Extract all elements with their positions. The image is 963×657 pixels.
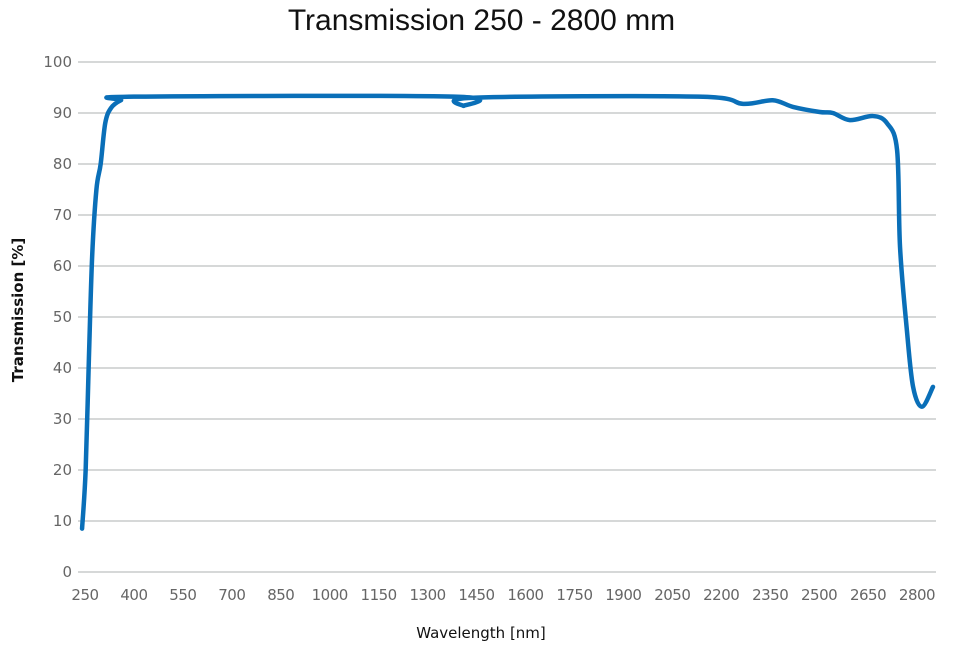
data-point <box>95 189 97 190</box>
series <box>79 93 936 531</box>
data-point <box>792 106 794 108</box>
data-point <box>906 329 908 331</box>
data-point <box>849 119 851 121</box>
x-tick-label: 2650 <box>850 586 886 604</box>
data-point <box>872 115 874 117</box>
data-point <box>896 149 898 151</box>
transmission-line <box>79 93 936 531</box>
data-point <box>88 357 90 359</box>
x-tick-labels: 250 400 550 700 850 1000 1150 1300 1450 1600 1750 1… <box>71 586 935 604</box>
data-point <box>899 246 901 248</box>
data-point <box>886 122 888 124</box>
x-tick-label: 850 <box>267 586 294 604</box>
data-point <box>742 103 744 105</box>
y-axis-label: Transmission [%] <box>9 238 27 382</box>
data-point <box>921 406 923 408</box>
x-tick-label: 2050 <box>654 586 690 604</box>
data-point <box>472 97 474 99</box>
data-point <box>120 99 122 101</box>
x-tick-label: 1900 <box>605 586 641 604</box>
data-point <box>100 163 102 165</box>
grid <box>78 61 936 573</box>
x-tick-label: 700 <box>218 586 245 604</box>
data-point <box>912 386 914 388</box>
x-tick-label: 2200 <box>703 586 739 604</box>
x-tick-label: 1600 <box>507 586 543 604</box>
data-point <box>697 96 699 98</box>
x-tick-label: 2800 <box>899 586 935 604</box>
y-tick-label: 30 <box>53 410 72 428</box>
x-tick-label: 1750 <box>556 586 592 604</box>
y-tick-label: 20 <box>53 461 72 479</box>
x-axis-label: Wavelength [nm] <box>416 624 546 642</box>
y-tick-label: 60 <box>53 257 72 275</box>
data-point <box>462 105 464 107</box>
data-point <box>819 111 821 113</box>
x-tick-label: 250 <box>71 586 98 604</box>
y-tick-label: 90 <box>53 104 72 122</box>
data-point <box>772 99 774 101</box>
data-point <box>81 528 83 530</box>
y-tick-label: 100 <box>43 53 72 71</box>
y-tick-label: 10 <box>53 512 72 530</box>
x-tick-label: 400 <box>120 586 147 604</box>
y-tick-label: 80 <box>53 155 72 173</box>
x-tick-label: 2350 <box>752 586 788 604</box>
y-tick-label: 70 <box>53 206 72 224</box>
data-point <box>453 96 455 98</box>
x-tick-label: 1450 <box>458 586 494 604</box>
x-tick-label: 1000 <box>312 586 348 604</box>
data-point <box>104 122 106 124</box>
data-point <box>932 386 934 388</box>
data-point <box>133 96 135 98</box>
y-tick-label: 50 <box>53 308 72 326</box>
chart-title: Transmission 250 - 2800 mm <box>287 4 676 37</box>
data-point <box>832 112 834 114</box>
x-tick-label: 2500 <box>801 586 837 604</box>
data-point <box>85 469 87 471</box>
x-tick-label: 550 <box>169 586 196 604</box>
data-point <box>91 255 93 257</box>
data-point <box>110 107 112 109</box>
y-tick-label: 40 <box>53 359 72 377</box>
x-tick-label: 1150 <box>361 586 397 604</box>
y-tick-label: 0 <box>62 563 72 581</box>
y-tick-labels: 0 10 20 30 40 50 60 70 80 90 100 <box>43 53 72 581</box>
x-tick-label: 1300 <box>409 586 445 604</box>
